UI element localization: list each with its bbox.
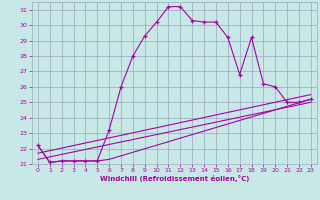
X-axis label: Windchill (Refroidissement éolien,°C): Windchill (Refroidissement éolien,°C) [100,175,249,182]
